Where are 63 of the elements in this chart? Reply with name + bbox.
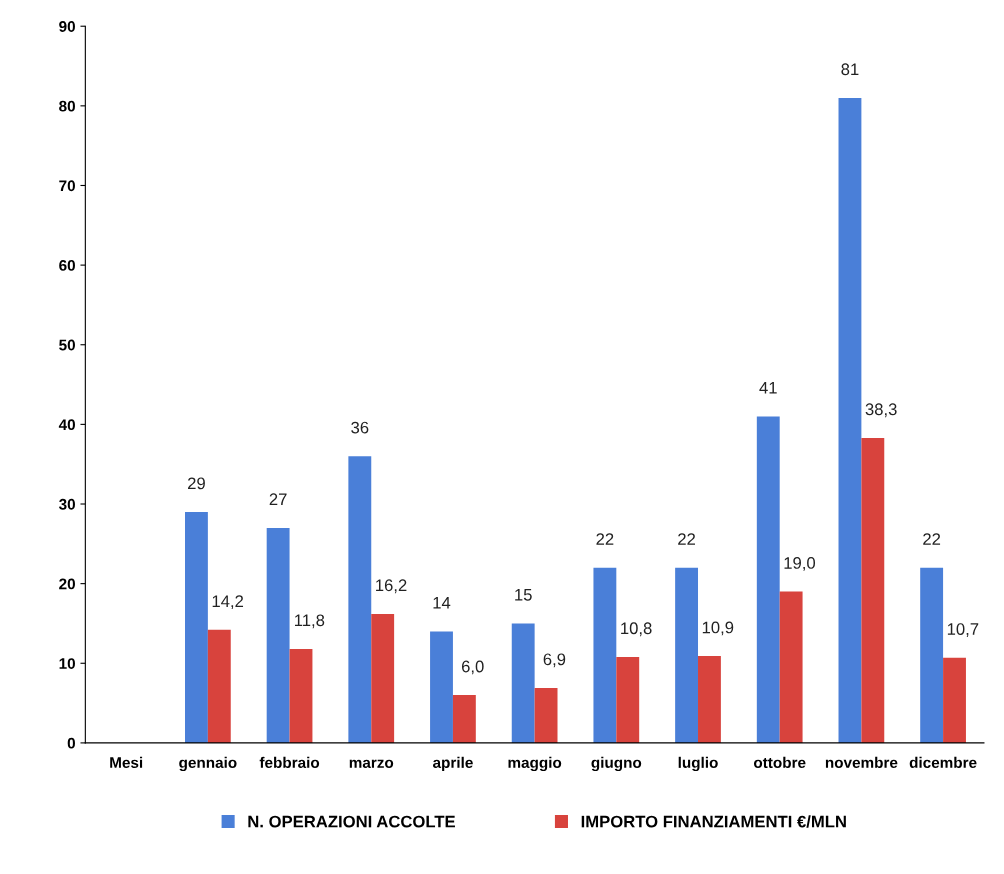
bar	[943, 657, 966, 743]
y-tick-label: 60	[59, 259, 75, 271]
legend-label: IMPORTO FINANZIAMENTI €/MLN	[581, 815, 846, 828]
data-label: 36	[351, 421, 369, 434]
x-tick-label: gennaio	[179, 756, 237, 772]
data-label: 15	[515, 589, 532, 601]
x-tick-label: novembre	[825, 756, 898, 769]
data-label: 38,3	[865, 403, 897, 418]
y-tick-label: 0	[67, 737, 75, 749]
x-tick-label: marzo	[349, 759, 394, 769]
y-tick-label: 80	[59, 100, 75, 112]
bar	[593, 567, 617, 743]
bar	[675, 567, 699, 743]
data-label: 22	[923, 533, 941, 545]
x-tick-label: febbraio	[259, 756, 320, 769]
data-label: 19,0	[784, 557, 816, 571]
bar	[430, 631, 453, 743]
x-tick-label: maggio	[508, 756, 562, 772]
x-tick-label: ottobre	[753, 756, 806, 769]
legend-label: N. OPERAZIONI ACCOLTE	[248, 815, 455, 828]
data-label: 11,8	[295, 614, 325, 629]
bar	[861, 437, 885, 743]
bar	[616, 656, 640, 743]
data-label: 10,8	[621, 622, 652, 637]
y-tick-label: 50	[59, 339, 75, 351]
data-label: 6,0	[461, 660, 484, 675]
data-label: 16,2	[376, 579, 407, 594]
bar	[207, 629, 231, 743]
data-label: 81	[841, 63, 859, 76]
x-tick-label: dicembre	[909, 756, 977, 769]
data-label: 6,9	[543, 653, 566, 668]
bar	[534, 687, 558, 743]
x-tick-label: giugno	[591, 756, 642, 772]
data-label: 10,9	[702, 621, 734, 636]
bar	[756, 416, 780, 743]
y-tick-label: 90	[59, 21, 75, 32]
bar	[511, 623, 535, 743]
bar	[838, 97, 862, 743]
y-tick-label: 10	[59, 658, 75, 669]
bar	[779, 591, 803, 743]
data-label: 41	[759, 382, 777, 394]
x-tick-label: Mesi	[110, 756, 143, 769]
data-label: 22	[678, 533, 696, 545]
data-label: 29	[188, 477, 205, 490]
bar	[185, 511, 208, 743]
y-tick-label: 30	[58, 498, 75, 510]
data-label: 14,2	[212, 595, 244, 610]
bar	[698, 656, 721, 743]
y-tick-label: 40	[58, 419, 75, 431]
y-tick-label: 20	[59, 578, 75, 590]
x-tick-label: aprile	[433, 756, 473, 772]
data-label: 27	[269, 493, 287, 505]
y-tick-label: 70	[59, 180, 75, 192]
bar	[371, 613, 395, 743]
data-label: 22	[596, 533, 614, 545]
bar	[920, 567, 944, 743]
data-label: 10,7	[947, 623, 979, 637]
x-tick-label: luglio	[678, 756, 718, 772]
bar	[266, 527, 290, 743]
bar	[289, 648, 313, 743]
data-label: 14	[433, 597, 451, 609]
bar	[452, 695, 476, 743]
bar	[348, 456, 372, 743]
